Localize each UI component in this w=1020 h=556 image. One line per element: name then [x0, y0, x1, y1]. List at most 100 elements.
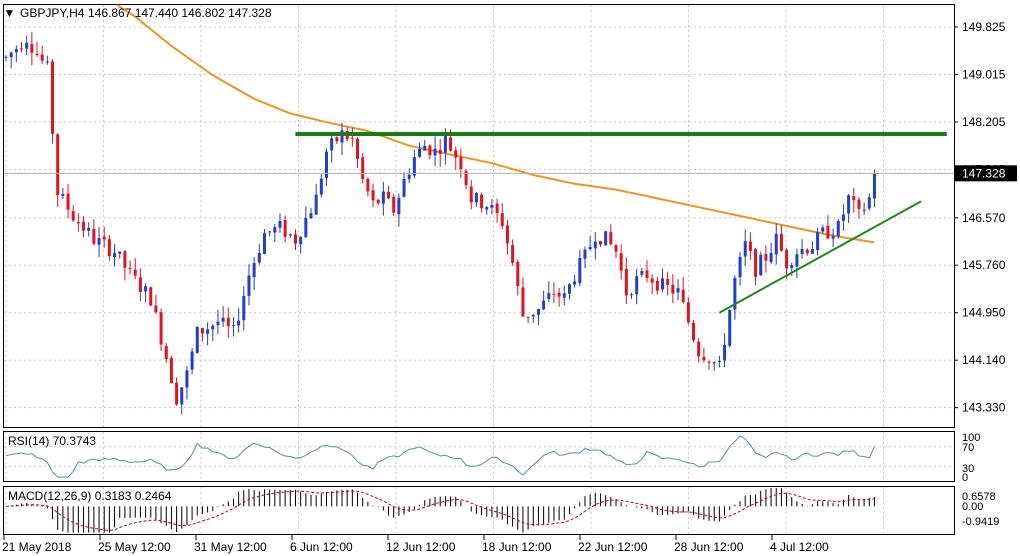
- candle-body: [257, 252, 261, 263]
- ohlc-label: 146.867 147.440 146.802 147.328: [88, 6, 272, 20]
- candle-body: [847, 195, 851, 214]
- candle-body: [547, 293, 551, 299]
- candle-body: [449, 137, 453, 151]
- candle-body: [567, 284, 571, 294]
- time-label: 4 Jul 12:00: [770, 540, 829, 554]
- candle-body: [299, 236, 303, 245]
- candle-body: [831, 235, 835, 239]
- candle-body: [857, 199, 861, 209]
- candle-body: [123, 251, 127, 268]
- candle-body: [717, 360, 721, 362]
- candle-body: [681, 289, 685, 303]
- candle-body: [826, 225, 830, 239]
- overlay-lines-layer: [295, 131, 947, 314]
- candle-body: [30, 43, 34, 53]
- candle-body: [87, 228, 91, 231]
- candle-body: [226, 317, 230, 326]
- candle-body: [180, 387, 184, 405]
- candle-body: [655, 281, 659, 291]
- candle-body: [190, 351, 194, 370]
- candle-body: [697, 341, 701, 357]
- candle-body: [102, 236, 106, 240]
- current-price-box: [955, 165, 1017, 182]
- candle-body: [35, 54, 39, 56]
- candle-body: [113, 252, 117, 258]
- candle-body: [418, 148, 422, 157]
- candle-body: [82, 221, 86, 231]
- time-label: 12 Jun 12:00: [386, 540, 456, 554]
- rsi-line: [5, 435, 875, 478]
- rsi-line-layer: [5, 435, 875, 478]
- candle-body: [511, 244, 515, 263]
- candle-body: [624, 269, 628, 296]
- candle-body: [118, 251, 122, 254]
- candle-body: [800, 248, 804, 255]
- candle-body: [583, 249, 587, 259]
- macd-signal-line: [5, 490, 875, 532]
- candle-body: [588, 247, 592, 250]
- candle-body: [340, 130, 344, 143]
- candle-body: [169, 358, 173, 384]
- candle-body: [231, 325, 235, 327]
- macd-level-label: 0.6578: [962, 491, 996, 503]
- candle-body: [293, 234, 297, 244]
- candle-body: [666, 278, 670, 285]
- candle-body: [474, 193, 478, 203]
- main-chart-panel[interactable]: [3, 4, 955, 428]
- candle-body: [754, 249, 758, 277]
- candle-body: [252, 263, 256, 278]
- candle-body: [505, 225, 509, 244]
- rsi-level-label: 0: [962, 472, 968, 484]
- candle-body: [759, 254, 763, 276]
- candle-body: [133, 269, 137, 276]
- candle-body: [144, 286, 148, 292]
- candle-body: [366, 178, 370, 192]
- time-label: 28 Jun 12:00: [674, 540, 744, 554]
- symbol-label: GBPJPY,H4: [20, 6, 85, 20]
- candle-body: [20, 48, 24, 50]
- candle-body: [51, 61, 55, 134]
- candle-body: [872, 173, 876, 199]
- rsi-panel[interactable]: [3, 431, 955, 482]
- candle-body: [433, 148, 437, 156]
- candle-body: [195, 326, 199, 353]
- candle-body: [325, 151, 329, 178]
- price-tick-label: 145.760: [962, 258, 1006, 272]
- candle-body: [614, 245, 618, 252]
- macd-label: MACD(12,26,9) 0.3183 0.2464: [8, 489, 172, 503]
- candle-body: [283, 219, 287, 237]
- candle-body: [211, 325, 215, 330]
- candle-body: [371, 190, 375, 201]
- macd-panel[interactable]: [3, 486, 955, 535]
- candle-body: [454, 150, 458, 158]
- candle-body: [485, 207, 489, 210]
- candle-body: [779, 233, 783, 251]
- candle-body: [723, 344, 727, 361]
- candle-body: [45, 61, 49, 63]
- candle-body: [25, 42, 29, 49]
- rsi-level-label: 100: [962, 432, 980, 444]
- main-grid: [4, 5, 954, 427]
- candle-body: [743, 241, 747, 257]
- candle-body: [469, 186, 473, 203]
- macd-level-label: 0.00: [962, 501, 983, 513]
- candle-body: [536, 308, 540, 315]
- candle-body: [247, 275, 251, 296]
- dropdown-triangle-icon[interactable]: ▼: [6, 9, 13, 19]
- candle-body: [573, 281, 577, 285]
- price-tick-label: 146.570: [962, 211, 1006, 225]
- candle-body: [650, 278, 654, 283]
- candle-body: [350, 137, 354, 139]
- time-axis: 21 May 2018 25 May 12:00 31 May 12:00 6 Jun…: [2, 535, 829, 554]
- candle-body: [598, 241, 602, 245]
- candle-body: [795, 254, 799, 267]
- candle-body: [330, 138, 334, 151]
- candle-body: [412, 157, 416, 176]
- candle-body: [552, 293, 556, 295]
- candle-body: [438, 149, 442, 154]
- candle-body: [273, 227, 277, 233]
- candle-body: [593, 241, 597, 249]
- candle-body: [407, 174, 411, 180]
